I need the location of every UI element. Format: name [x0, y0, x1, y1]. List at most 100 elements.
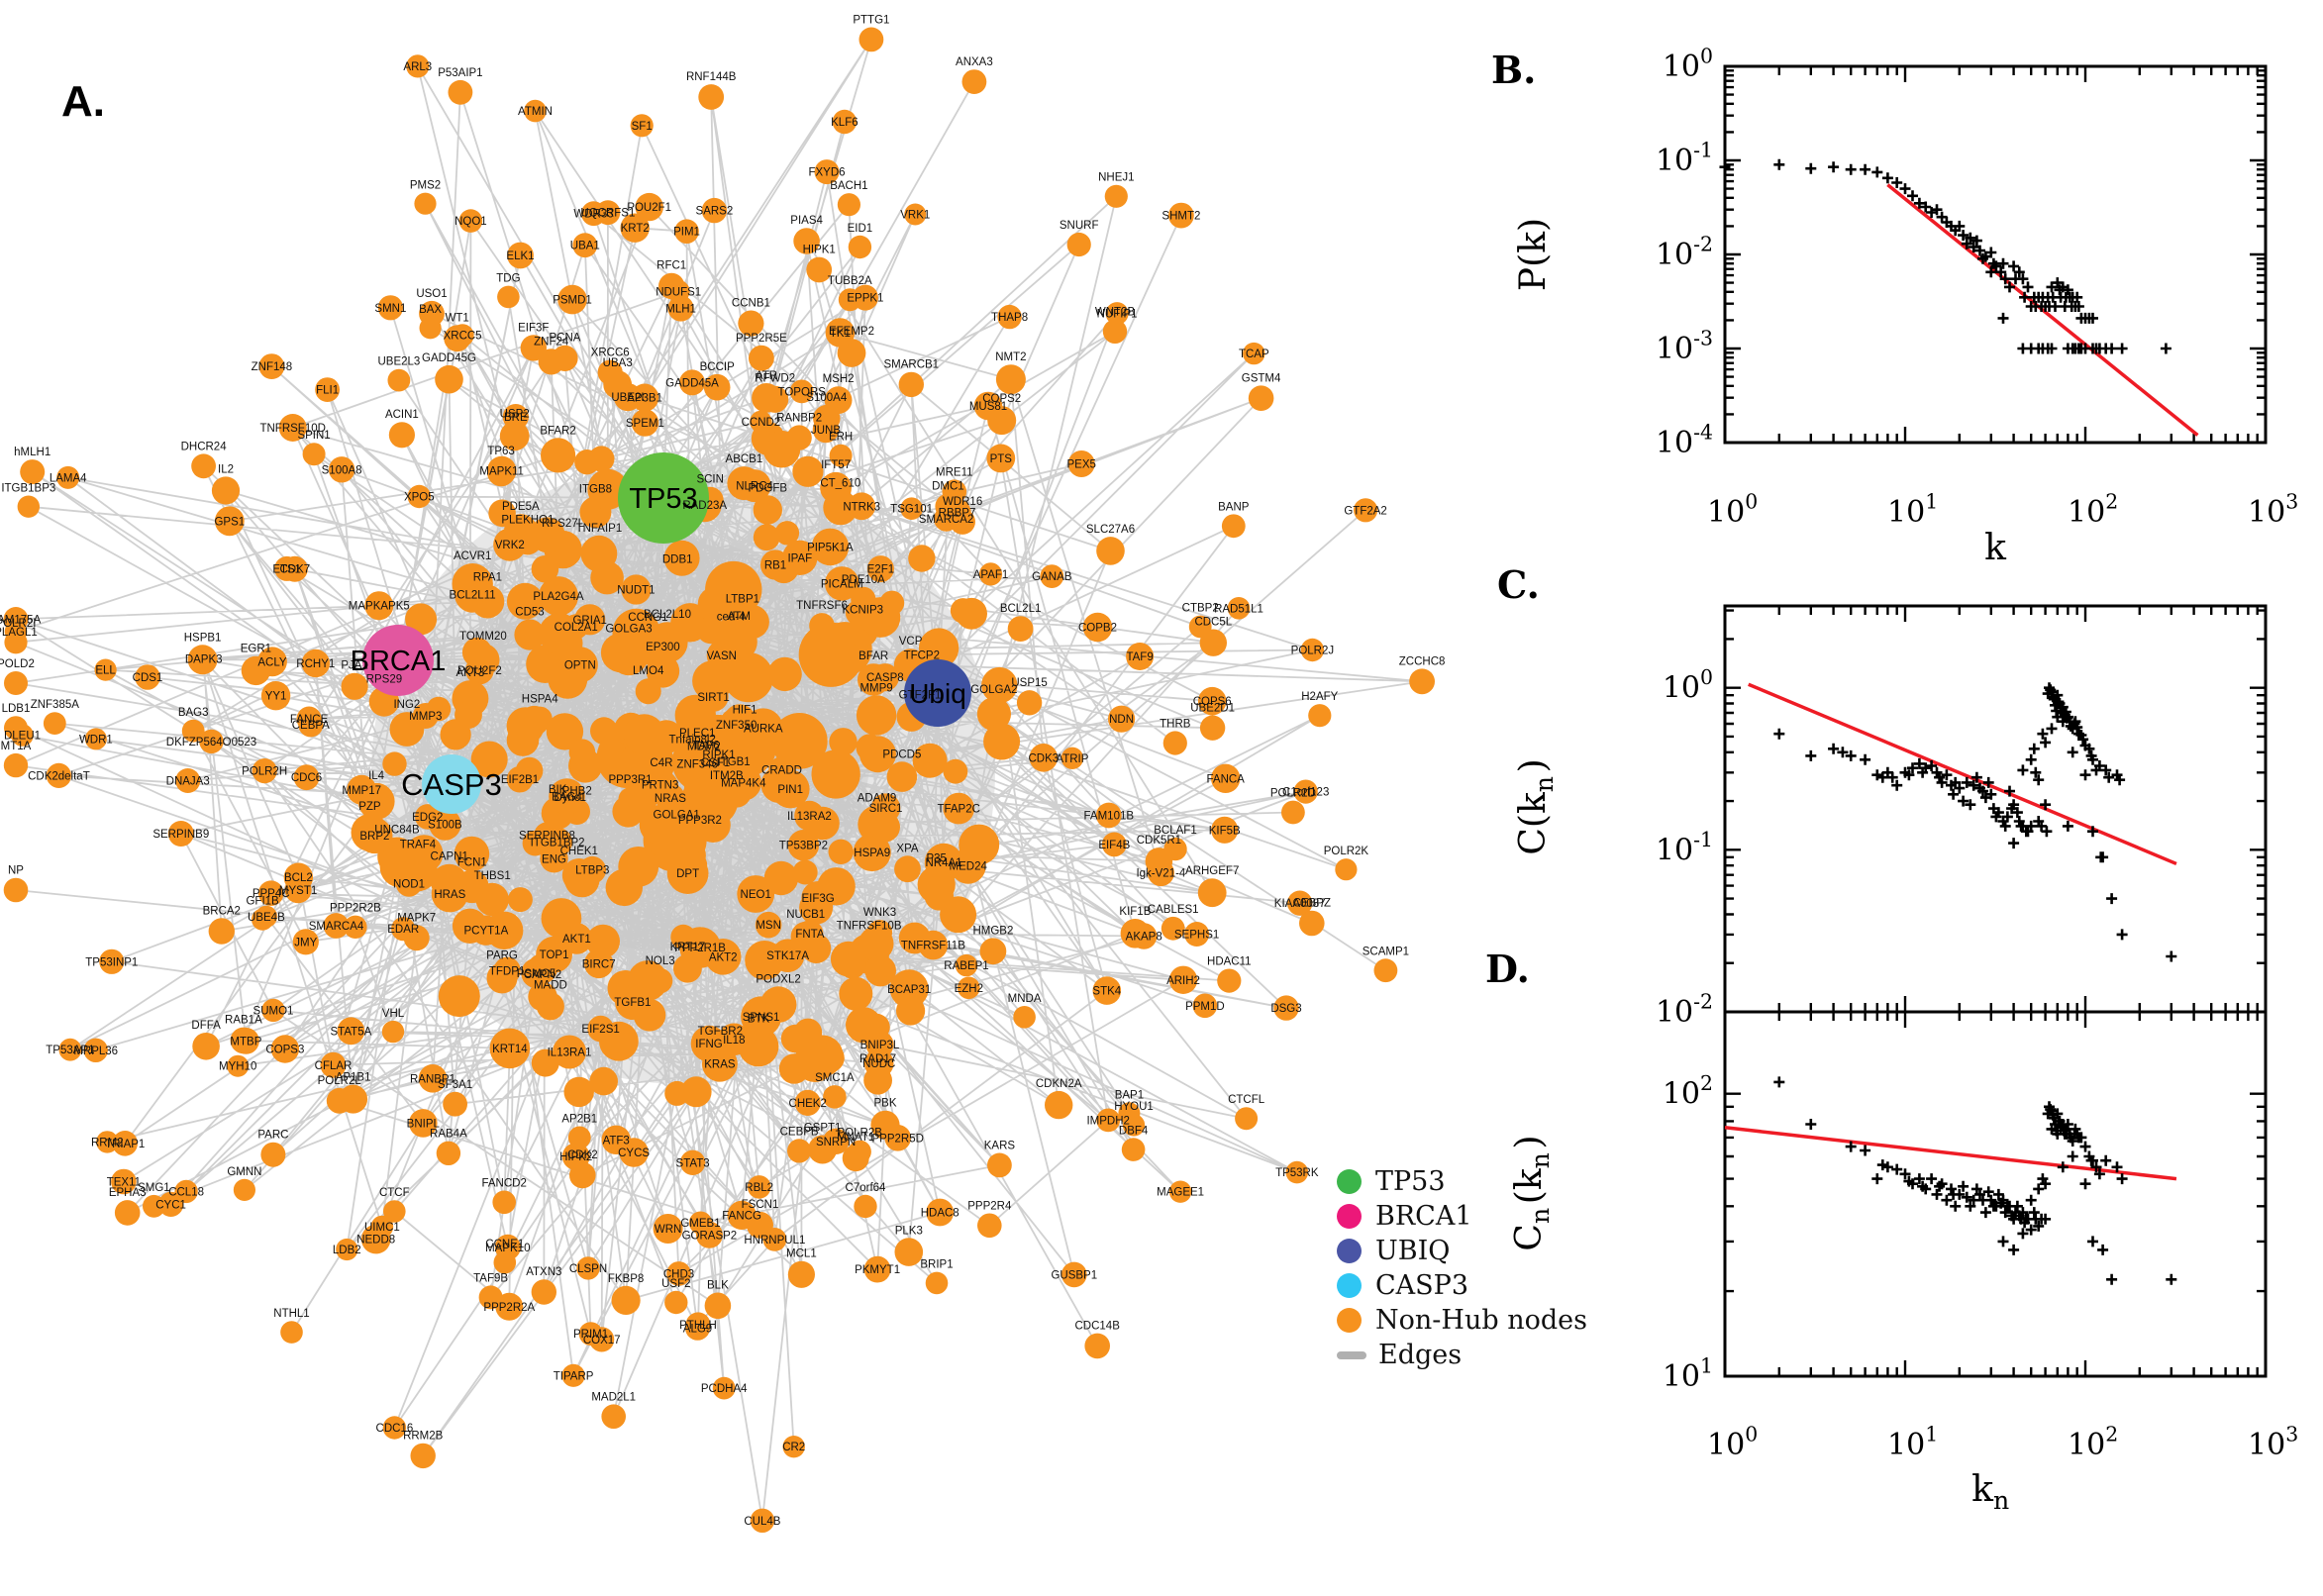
- network-node: [1084, 1333, 1110, 1359]
- gene-label: TNFRSF10D: [259, 423, 325, 435]
- gene-label: ABCB1: [726, 453, 763, 465]
- gene-label: SMN1: [374, 303, 406, 315]
- gene-label: GORASP2: [682, 1230, 738, 1242]
- network-node: [673, 953, 702, 983]
- network-node: [3, 607, 29, 632]
- network-node: [211, 476, 241, 505]
- network-node: [900, 497, 923, 520]
- gene-label: VRK1: [900, 210, 930, 222]
- gene-label: MAPK7: [397, 912, 436, 924]
- gene-label: ACLY: [257, 656, 287, 668]
- network-node: [704, 1292, 732, 1320]
- gene-label: GSTM4: [1242, 372, 1281, 384]
- network-node: [281, 555, 308, 582]
- tick-label: 100: [1663, 665, 1713, 706]
- network-node: [489, 1028, 531, 1069]
- network-node: [633, 999, 666, 1032]
- network-node: [356, 817, 393, 854]
- gene-label: WNK3: [863, 907, 896, 919]
- gene-label: CD53: [515, 607, 544, 619]
- network-node: [360, 1224, 391, 1254]
- network-node: [898, 371, 924, 398]
- network-node: [858, 27, 884, 52]
- gene-label: EPPK1: [847, 293, 883, 305]
- gene-label: PPP2R1B: [674, 943, 726, 954]
- gene-label: SMG1: [138, 1182, 170, 1194]
- network-node: [280, 1321, 303, 1344]
- gene-label: MMP17: [342, 785, 381, 797]
- panel-b-label: B.: [1491, 48, 1537, 92]
- network-node: [1060, 747, 1084, 769]
- gene-label: PCDHA4: [701, 1383, 748, 1395]
- gene-label: ATXN3: [526, 1266, 561, 1278]
- network-node: [478, 1285, 503, 1310]
- network-node: [619, 1138, 649, 1167]
- gene-label: RAB1A: [225, 1015, 262, 1027]
- gene-label: C1orf123: [1282, 787, 1329, 799]
- network-node: [208, 918, 235, 945]
- network-node: [750, 410, 772, 434]
- gene-label: COPB2: [1078, 623, 1117, 635]
- gene-label: PARG: [486, 949, 518, 961]
- legend-row-ubiq: UBIQ: [1337, 1234, 1634, 1268]
- network-node: [1197, 686, 1227, 716]
- network-node: [1184, 922, 1210, 947]
- gene-label: USP2: [500, 409, 530, 421]
- gene-label: ATRIP: [1056, 753, 1088, 765]
- gene-label: BCL2: [284, 872, 313, 884]
- gene-label: FAM175A: [0, 614, 42, 626]
- gene-label: BNIPL: [407, 1118, 441, 1130]
- gene-label: ATF3: [603, 1135, 630, 1147]
- gene-label: BRP2: [359, 831, 389, 843]
- gene-label: PLA2G4A: [533, 591, 583, 603]
- gene-label: TRIAP1: [105, 1139, 145, 1150]
- gene-label: UQCRFS1: [580, 208, 635, 220]
- network-node: [832, 109, 858, 135]
- gene-label: ITGB1BP3: [1, 483, 55, 495]
- network-node: [58, 1038, 82, 1061]
- tick-label: 10-2: [1656, 990, 1713, 1031]
- network-node: [1101, 832, 1127, 857]
- network-node: [869, 812, 900, 843]
- network-node: [663, 540, 700, 576]
- network-node: [666, 1261, 691, 1286]
- network-node: [258, 353, 285, 379]
- network-node: [894, 1238, 924, 1266]
- gene-label: PPP3R1: [608, 774, 652, 786]
- network-node: [383, 1200, 406, 1223]
- network-node: [814, 159, 840, 185]
- gene-label: CFLAR: [315, 1060, 353, 1072]
- gene-label: CABLES1: [1148, 904, 1199, 916]
- network-node: [1299, 910, 1325, 937]
- gene-label: PPP2R2B: [330, 903, 381, 915]
- gene-label: APAF1: [973, 569, 1009, 581]
- network-node: [507, 242, 534, 269]
- gene-label: MAPKAPK5: [349, 601, 410, 613]
- gene-label: COL2A1: [555, 622, 598, 634]
- network-node: [192, 1033, 220, 1060]
- network-node: [574, 604, 606, 636]
- hub-label-casp3: CASP3: [401, 767, 502, 802]
- network-node: [504, 514, 538, 548]
- gene-label: PICALM: [821, 578, 863, 590]
- gene-label: CDC16: [376, 1423, 414, 1435]
- network-node: [712, 1376, 736, 1400]
- gene-label: SNRPN: [816, 1137, 856, 1148]
- network-node: [1235, 1107, 1259, 1131]
- network-node: [531, 1048, 559, 1077]
- network-node: [1126, 643, 1155, 670]
- gene-label: Igk-V21-4: [1136, 868, 1185, 880]
- gene-label: CASP8: [866, 672, 904, 684]
- gene-label: ATM: [728, 611, 751, 623]
- gene-label: WT1: [446, 312, 469, 324]
- gene-label: EDG2: [412, 812, 443, 824]
- gene-label: RIPK1: [702, 749, 735, 761]
- network-node: [454, 836, 490, 872]
- gene-label: TIPARP: [554, 1370, 594, 1382]
- network-node: [761, 385, 789, 413]
- panel-d-label: D.: [1485, 947, 1530, 991]
- gene-label: ATR: [756, 370, 777, 382]
- network-node: [926, 1198, 955, 1227]
- gene-label: ACVR1: [454, 550, 491, 562]
- gene-label: ZNF385A: [31, 699, 80, 711]
